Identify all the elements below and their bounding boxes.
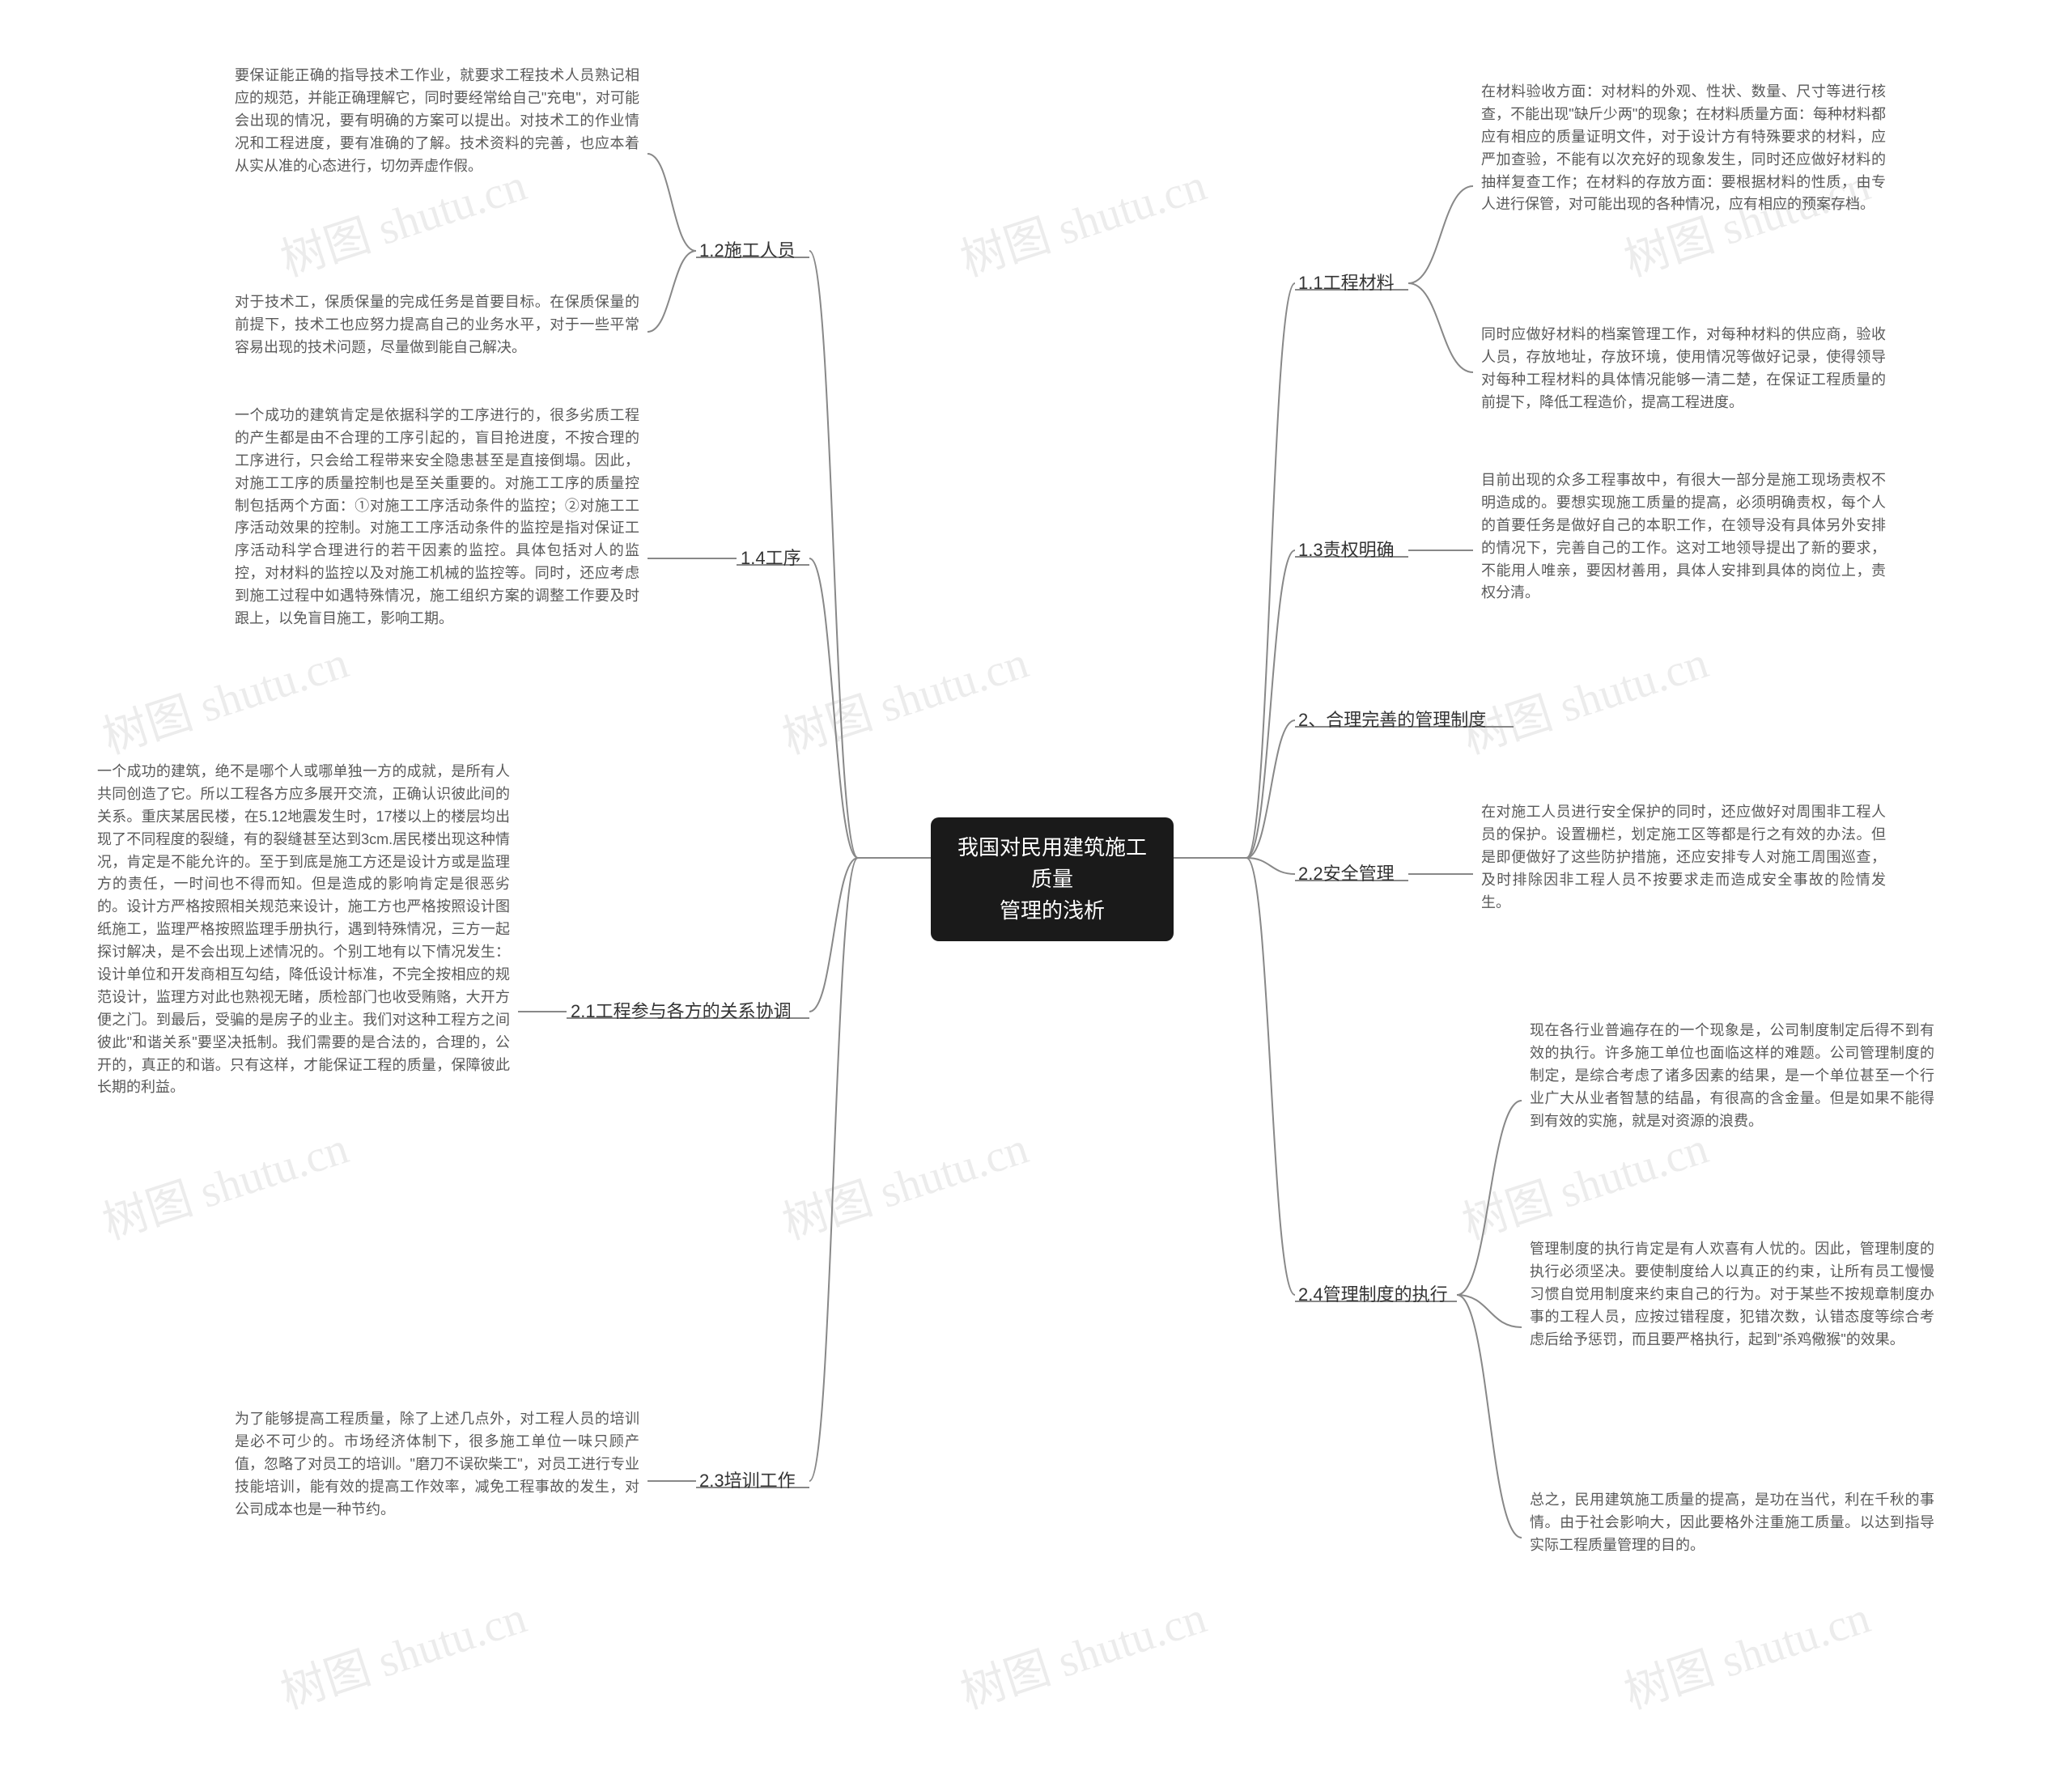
- leaf-1-3-a: 目前出现的众多工程事故中，有很大一部分是施工现场责权不明造成的。要想实现施工质量…: [1481, 469, 1886, 605]
- center-node: 我国对民用建筑施工质量 管理的浅析: [931, 817, 1174, 941]
- leaf-2-4-b: 管理制度的执行肯定是有人欢喜有人忧的。因此，管理制度的执行必须坚决。要使制度给人…: [1530, 1238, 1934, 1351]
- branch-2-2: 2.2安全管理: [1298, 859, 1395, 885]
- watermark: 树图 shutu.cn: [93, 626, 355, 766]
- branch-2-1: 2.1工程参与各方的关系协调: [571, 997, 792, 1023]
- branch-2-3: 2.3培训工作: [699, 1466, 796, 1492]
- leaf-2-3-a: 为了能够提高工程质量，除了上述几点外，对工程人员的培训是必不可少的。市场经济体制…: [235, 1408, 639, 1521]
- leaf-1-1-a: 在材料验收方面：对材料的外观、性状、数量、尺寸等进行核查，不能出现"缺斤少两"的…: [1481, 81, 1886, 216]
- branch-2: 2、合理完善的管理制度: [1298, 706, 1486, 732]
- leaf-1-2-a: 要保证能正确的指导技术工作业，就要求工程技术人员熟记相应的规范，并能正确理解它，…: [235, 65, 639, 177]
- leaf-1-4-a: 一个成功的建筑肯定是依据科学的工序进行的，很多劣质工程的产生都是由不合理的工序引…: [235, 405, 639, 630]
- watermark: 树图 shutu.cn: [773, 1111, 1035, 1252]
- center-line2: 管理的浅析: [1000, 898, 1105, 923]
- leaf-2-1-a: 一个成功的建筑，绝不是哪个人或哪单独一方的成就，是所有人共同创造了它。所以工程各…: [97, 761, 510, 1099]
- watermark: 树图 shutu.cn: [951, 1581, 1213, 1721]
- branch-1-4: 1.4工序: [741, 544, 801, 570]
- watermark: 树图 shutu.cn: [271, 1581, 533, 1721]
- leaf-2-4-c: 总之，民用建筑施工质量的提高，是功在当代，利在千秋的事情。由于社会影响大，因此要…: [1530, 1489, 1934, 1557]
- center-line1: 我国对民用建筑施工质量: [957, 835, 1147, 891]
- watermark: 树图 shutu.cn: [1615, 1581, 1877, 1721]
- leaf-2-4-a: 现在各行业普遍存在的一个现象是，公司制度制定后得不到有效的执行。许多施工单位也面…: [1530, 1020, 1934, 1132]
- watermark: 树图 shutu.cn: [1453, 626, 1715, 766]
- branch-1-1: 1.1工程材料: [1298, 269, 1395, 295]
- leaf-1-2-b: 对于技术工，保质保量的完成任务是首要目标。在保质保量的前提下，技术工也应努力提高…: [235, 291, 639, 359]
- watermark: 树图 shutu.cn: [93, 1111, 355, 1252]
- watermark: 树图 shutu.cn: [1453, 1111, 1715, 1252]
- branch-1-3: 1.3责权明确: [1298, 536, 1395, 562]
- branch-1-2: 1.2施工人员: [699, 236, 796, 262]
- leaf-2-2-a: 在对施工人员进行安全保护的同时，还应做好对周围非工程人员的保护。设置栅栏，划定施…: [1481, 801, 1886, 914]
- watermark: 树图 shutu.cn: [951, 148, 1213, 289]
- watermark: 树图 shutu.cn: [773, 626, 1035, 766]
- leaf-1-1-b: 同时应做好材料的档案管理工作，对每种材料的供应商，验收人员，存放地址，存放环境，…: [1481, 324, 1886, 414]
- branch-2-4: 2.4管理制度的执行: [1298, 1280, 1448, 1306]
